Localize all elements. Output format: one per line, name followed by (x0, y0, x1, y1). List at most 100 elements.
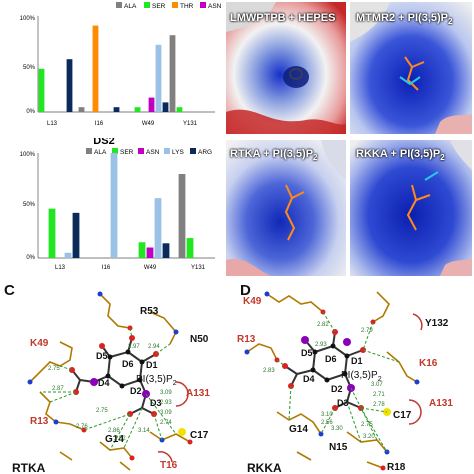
electrostatic-surface (350, 140, 472, 276)
distance-label: 2.94 (148, 344, 160, 350)
y-tick-label: 50% (23, 65, 36, 71)
atom-label: D3 (337, 398, 349, 408)
residue-label: R18 (387, 462, 406, 473)
bar (92, 25, 99, 113)
atom-label: D5 (96, 351, 108, 361)
residue-chains (29, 293, 191, 471)
residue-label: Y132 (425, 318, 449, 329)
hydrogen-bonds (276, 311, 400, 453)
bar (148, 97, 155, 112)
panel-letter: D (240, 282, 251, 299)
legend-label: ASN (208, 3, 222, 10)
panel-letter: C (4, 282, 15, 299)
legend-label: ARG (198, 149, 212, 156)
distance-label: 2.76 (76, 424, 88, 430)
complex-name: RKKA (247, 461, 282, 474)
residue-oxygens (81, 325, 193, 461)
surface-label: MTMR2 + PI(3,5)P2 (356, 12, 453, 27)
atom-label: D6 (122, 359, 134, 369)
distance-label: 2.93 (315, 342, 327, 348)
bar (78, 107, 85, 112)
atom-label: D1 (146, 360, 158, 370)
atom-label: D6 (325, 354, 337, 364)
ligplot-rtka: D5 D6 D1 D4 D2 D3 PI(3,5)P2 R53 N50 G14 … (12, 291, 210, 474)
distance-label: 2.74 (160, 420, 172, 426)
residue-label: A131 (429, 398, 453, 409)
ligand-label: PI(3,5)P2 (136, 374, 177, 387)
distance-labels: 2.82 2.79 2.83 2.93 3.07 2.71 2.78 3.10 … (263, 322, 385, 440)
residue-label: T16 (160, 460, 178, 471)
bar (134, 107, 141, 112)
surface-panel-lmwptpb: LMWPTPB + HEPES (226, 2, 346, 134)
y-tick-label: 100% (20, 16, 36, 22)
bar (38, 68, 45, 112)
distance-label: 3.07 (371, 382, 383, 388)
residue-label: K49 (243, 296, 262, 307)
distance-label: 2.97 (128, 344, 140, 350)
distance-label: 2.75 (361, 422, 373, 428)
residue-label: N50 (190, 334, 209, 345)
legend-swatch (112, 148, 118, 154)
distance-label: 2.82 (317, 322, 329, 328)
electrostatic-surface (350, 2, 472, 134)
x-tick-label: Y131 (191, 265, 206, 271)
residue-label: N15 (329, 442, 348, 453)
carbon-atoms (310, 343, 350, 383)
bar (146, 247, 154, 258)
x-tick-label: L13 (55, 265, 66, 271)
legend-swatch (86, 148, 92, 154)
sulfur-atom (178, 428, 186, 436)
electrostatic-surface (226, 2, 346, 134)
distance-label: 3.09 (160, 410, 172, 416)
distance-label: 3.14 (138, 428, 150, 434)
x-tick-label: W49 (144, 265, 157, 271)
hydrophobic-arc (157, 451, 173, 463)
x-tick-label: Y131 (183, 121, 198, 127)
legend-label: SER (120, 149, 134, 156)
residue-label: G14 (105, 434, 124, 445)
atom-label: D4 (303, 374, 315, 384)
distance-label: 2.79 (361, 328, 373, 334)
chart-title: DS2 (93, 138, 114, 147)
residue-label: K16 (419, 358, 438, 369)
x-tick-label: W49 (142, 121, 155, 127)
residue-labels-red: K49 R13 K16 A131 (237, 296, 453, 409)
legend-swatch (144, 2, 150, 8)
distance-label: 2.56 (321, 420, 333, 426)
bar (155, 44, 162, 112)
residue-label: A131 (186, 388, 210, 399)
phosphate-atoms (301, 336, 355, 392)
distance-label: 2.75 (48, 366, 60, 372)
surface-panel-mtmr2: MTMR2 + PI(3,5)P2 (350, 2, 472, 134)
atom-label: D5 (301, 348, 313, 358)
bar (48, 208, 56, 258)
legend-label: ASN (146, 149, 160, 156)
bar (110, 153, 118, 258)
legend-label: ALA (124, 3, 137, 10)
x-tick-label: I16 (102, 265, 111, 271)
legend-swatch (200, 2, 206, 8)
distance-label: 2.71 (373, 392, 385, 398)
ligand-label: PI(3,5)P2 (341, 370, 382, 383)
legend-label: THR (180, 3, 194, 10)
bar-series-group (48, 153, 194, 258)
y-tick-label: 100% (20, 152, 36, 158)
residue-label: R13 (237, 334, 256, 345)
bar (113, 107, 120, 112)
legend-label: SER (152, 3, 166, 10)
y-tick-label: 50% (23, 202, 36, 208)
distance-label: 3.10 (321, 412, 333, 418)
distance-label: 3.30 (331, 426, 343, 432)
residue-label: K49 (30, 338, 49, 349)
distance-label: 3.20 (363, 434, 375, 440)
bar-series-group (38, 25, 183, 113)
bar (162, 102, 169, 112)
distance-label: 2.86 (108, 428, 120, 434)
residue-labels-red: K49 R13 A131 T16 (30, 338, 210, 471)
legend-swatch (138, 148, 144, 154)
distance-label: 2.87 (52, 386, 64, 392)
bar (66, 59, 73, 112)
x-tick-label: I16 (95, 121, 104, 127)
hydrophobic-arc (408, 399, 422, 425)
bar (154, 198, 162, 258)
